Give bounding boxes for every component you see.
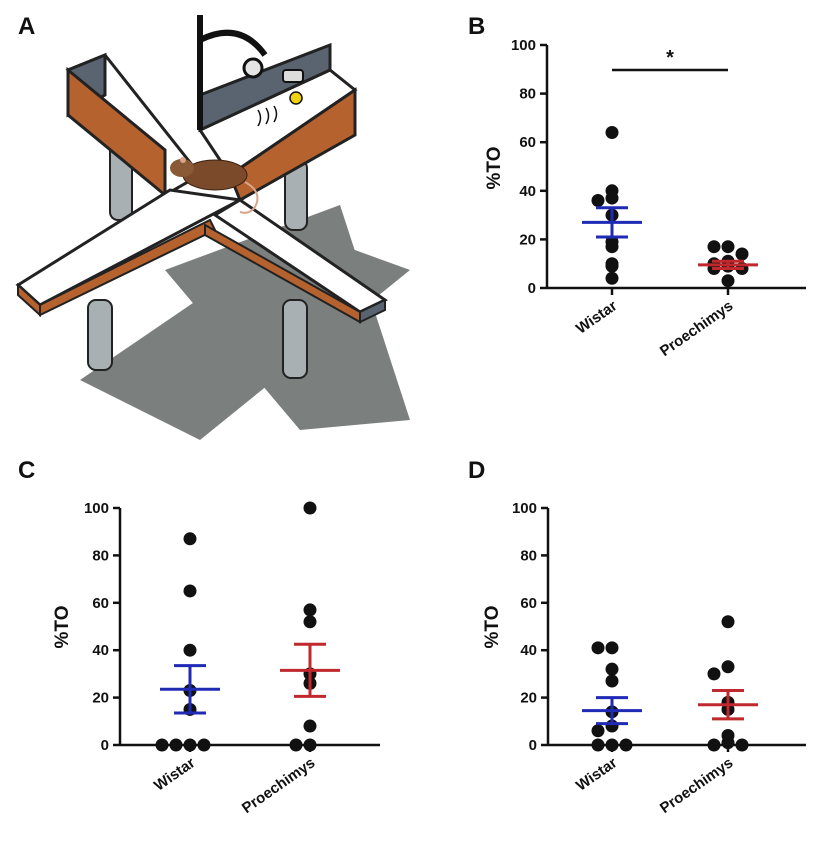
data-point [735, 247, 749, 261]
y-tick-label: 100 [512, 500, 537, 517]
y-tick-label: 40 [92, 642, 109, 659]
data-point [197, 738, 211, 752]
odor-source-icon [257, 69, 304, 127]
rat-icon [170, 157, 259, 214]
x-tick-label-wistar: Wistar [573, 754, 620, 794]
panel-d-ylabel: %TO [482, 606, 503, 649]
data-point [605, 191, 619, 205]
y-tick-label: 40 [520, 642, 537, 659]
data-point [289, 738, 303, 752]
panel-d-chart: 0 20 40 60 80 100 Wistar Proechimys [512, 500, 806, 817]
camera-arm-icon [197, 15, 268, 130]
data-point [605, 271, 619, 285]
y-tick-label: 0 [101, 737, 109, 754]
data-point [707, 240, 721, 254]
panel-a: A [15, 13, 410, 440]
data-point [735, 738, 749, 752]
data-point [303, 719, 317, 733]
data-point [721, 660, 735, 674]
data-point [707, 738, 721, 752]
data-point [303, 738, 317, 752]
data-point [591, 738, 605, 752]
panel-d-letter: D [468, 457, 485, 484]
data-point [169, 738, 183, 752]
panel-c-ylabel: %TO [52, 606, 73, 649]
data-point [605, 240, 619, 254]
panel-d: D %TO 0 20 40 60 80 100 Wistar Proechimys [468, 457, 806, 817]
panel-b-chart: 0 20 40 60 80 100 Wistar Proechimys * [511, 37, 806, 360]
data-point [183, 643, 197, 657]
data-point [591, 641, 605, 655]
data-point [303, 603, 317, 617]
data-point [721, 615, 735, 629]
y-tick-label: 60 [92, 595, 109, 612]
y-tick-label: 0 [529, 737, 537, 754]
data-point [721, 736, 735, 750]
x-tick-label-proechimys: Proechimys [657, 297, 736, 360]
data-point [591, 724, 605, 738]
x-tick-label-proechimys: Proechimys [239, 754, 318, 817]
x-tick-label-proechimys: Proechimys [657, 754, 736, 817]
y-tick-label: 100 [84, 500, 109, 517]
y-tick-label: 100 [511, 37, 536, 54]
y-tick-label: 80 [92, 547, 109, 564]
data-point [605, 662, 619, 676]
y-tick-label: 80 [519, 86, 536, 103]
y-tick-label: 80 [520, 547, 537, 564]
data-point [619, 738, 633, 752]
data-point [183, 738, 197, 752]
panel-a-letter: A [18, 13, 35, 40]
data-point [303, 615, 317, 629]
panel-c-chart: 0 20 40 60 80 100 Wistar Proechimys [84, 500, 380, 817]
y-tick-label: 20 [520, 690, 537, 707]
data-point [605, 125, 619, 139]
data-point [707, 667, 721, 681]
x-tick-label-wistar: Wistar [573, 297, 620, 337]
data-point [605, 738, 619, 752]
y-tick-label: 20 [519, 231, 536, 248]
y-tick-label: 40 [519, 183, 536, 200]
data-point [721, 240, 735, 254]
data-point [183, 532, 197, 546]
data-point [155, 738, 169, 752]
panel-b-ylabel: %TO [484, 147, 505, 190]
data-point [591, 194, 605, 208]
y-tick-label: 60 [520, 595, 537, 612]
panel-b-letter: B [468, 13, 485, 40]
data-point [721, 274, 735, 288]
data-point [605, 259, 619, 273]
panel-b: B %TO 0 20 40 60 80 100 Wistar Proechimys * [468, 13, 806, 360]
maze-leg-icon [282, 299, 308, 379]
data-point [605, 641, 619, 655]
panel-c: C %TO 0 20 40 60 80 100 Wistar Proechimys [18, 457, 380, 817]
data-point [303, 501, 317, 515]
data-point [605, 674, 619, 688]
y-tick-label: 20 [92, 690, 109, 707]
y-tick-label: 60 [519, 134, 536, 151]
x-tick-label-wistar: Wistar [151, 754, 198, 794]
panel-c-letter: C [18, 457, 35, 484]
data-point [183, 584, 197, 598]
plus-maze-icon [15, 15, 410, 440]
maze-leg-icon [87, 299, 113, 371]
y-tick-label: 0 [528, 280, 536, 297]
significance-label: * [666, 47, 674, 69]
